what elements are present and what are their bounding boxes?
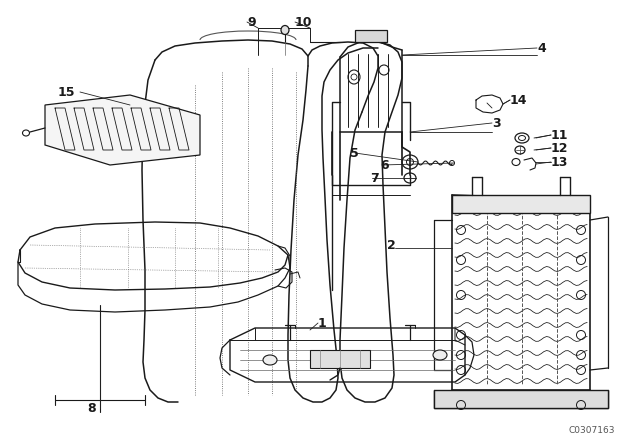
Text: 9: 9 — [247, 16, 255, 29]
Text: 7: 7 — [370, 172, 379, 185]
Text: 15: 15 — [58, 86, 76, 99]
Ellipse shape — [263, 355, 277, 365]
Ellipse shape — [433, 350, 447, 360]
Text: 5: 5 — [350, 146, 359, 159]
Text: C0307163: C0307163 — [568, 426, 615, 435]
Text: 10: 10 — [295, 16, 312, 29]
Text: 8: 8 — [87, 401, 95, 414]
Text: 13: 13 — [551, 155, 568, 168]
Text: 14: 14 — [510, 94, 527, 107]
Ellipse shape — [281, 26, 289, 34]
Text: 2: 2 — [387, 238, 396, 251]
Bar — [310, 350, 370, 368]
Polygon shape — [45, 95, 200, 165]
Text: 6: 6 — [380, 159, 388, 172]
Bar — [452, 195, 590, 213]
Text: 4: 4 — [537, 42, 546, 55]
Bar — [340, 42, 402, 132]
Text: 1: 1 — [318, 316, 327, 329]
Bar — [434, 390, 608, 408]
Text: 3: 3 — [492, 116, 500, 129]
Text: 12: 12 — [551, 142, 568, 155]
Text: 11: 11 — [551, 129, 568, 142]
Bar — [355, 30, 387, 42]
